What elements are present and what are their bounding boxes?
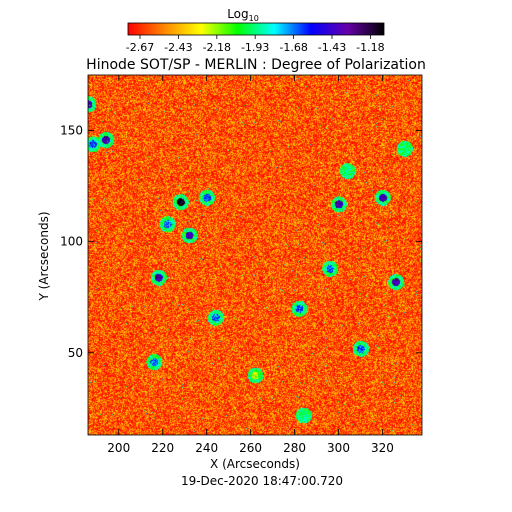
colorbar-label: Log10 <box>227 7 259 23</box>
y-axis-label: Y (Arcseconds) <box>37 211 51 301</box>
x-tick-label: 300 <box>327 441 350 455</box>
colorbar-tick-label: -1.68 <box>279 41 307 54</box>
timestamp: 19-Dec-2020 18:47:00.720 <box>181 474 343 488</box>
colorbar-tick-label: -1.43 <box>318 41 346 54</box>
colorbar-tick-label: -2.43 <box>164 41 192 54</box>
y-tick-label: 150 <box>60 124 83 138</box>
x-axis-label: X (Arcseconds) <box>210 457 300 471</box>
chart-title: Hinode SOT/SP - MERLIN : Degree of Polar… <box>86 57 426 73</box>
x-tick-label: 320 <box>371 441 394 455</box>
colorbar-tick-label: -2.18 <box>203 41 231 54</box>
x-tick-label: 220 <box>151 441 174 455</box>
colorbar-ticks: -2.67 -2.43 -2.18 -1.93 -1.68 -1.43 -1.18 <box>126 35 385 54</box>
colorbar-tick-label: -1.93 <box>241 41 269 54</box>
x-axis: 200 220 240 260 280 300 320 <box>107 75 394 455</box>
colorbar-tick-label: -1.18 <box>356 41 384 54</box>
y-tick-label: 50 <box>68 346 83 360</box>
x-tick-label: 240 <box>195 441 218 455</box>
plot-frame <box>87 74 423 436</box>
colorbar: Log10 -2.67 -2.43 -2.18 -1.93 -1.68 -1.43 -1.1… <box>126 7 385 54</box>
heatmap-area <box>88 75 422 435</box>
x-tick-label: 280 <box>283 441 306 455</box>
y-tick-label: 100 <box>60 235 83 249</box>
colorbar-gradient <box>128 23 384 35</box>
colorbar-tick-label: -2.67 <box>126 41 154 54</box>
y-axis: 50 100 150 <box>60 124 422 360</box>
colorbar-frame <box>127 22 385 36</box>
x-tick-label: 200 <box>107 441 130 455</box>
x-tick-label: 260 <box>239 441 262 455</box>
